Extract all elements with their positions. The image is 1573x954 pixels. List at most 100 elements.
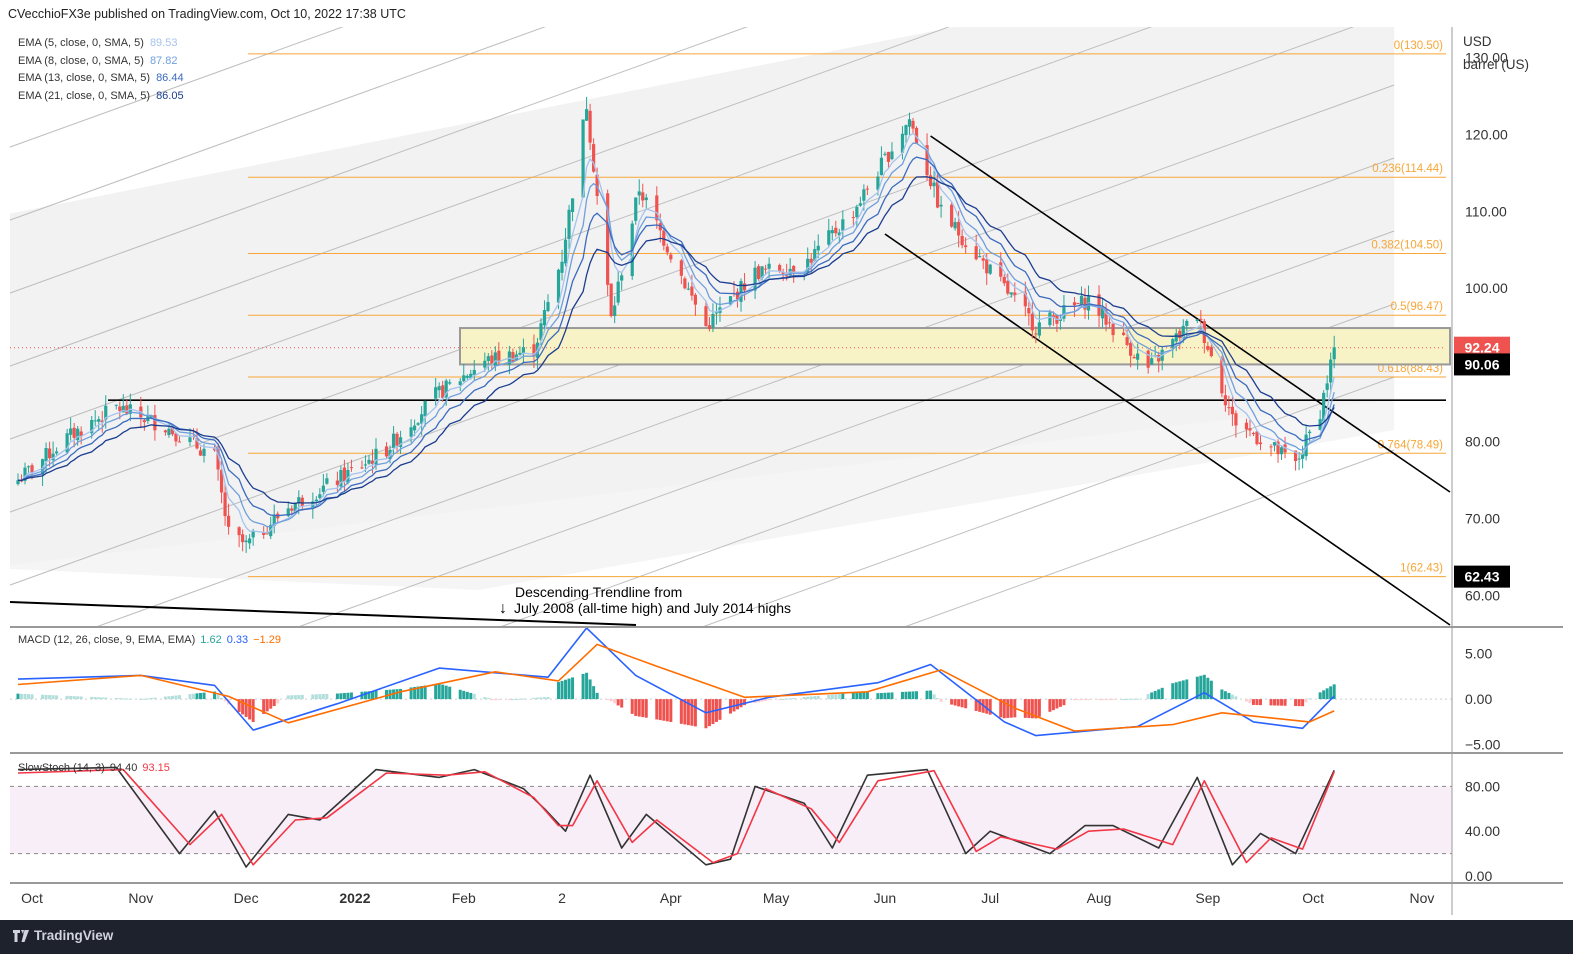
- price-tick-label: 120.00: [1465, 127, 1508, 143]
- macd-histogram-bar: [321, 694, 325, 700]
- macd-histogram-bar: [911, 691, 915, 700]
- candle: [1136, 353, 1140, 360]
- macd-line: [17, 628, 1335, 737]
- macd-signal-value: −1.29: [253, 634, 281, 646]
- macd-histogram-bar: [293, 695, 297, 700]
- candle: [760, 266, 764, 278]
- candle: [532, 344, 536, 357]
- candle: [251, 530, 255, 538]
- candle: [79, 431, 83, 436]
- macd-histogram-bar: [641, 699, 645, 718]
- macd-histogram-bar: [163, 696, 167, 700]
- candle: [65, 433, 69, 453]
- candle: [47, 448, 52, 459]
- candle: [865, 188, 869, 190]
- price-label-box: [1454, 336, 1510, 359]
- macd-histogram-bar: [146, 698, 150, 700]
- candle: [391, 433, 396, 448]
- time-tick-label: 2: [558, 890, 566, 906]
- candle: [855, 206, 859, 218]
- macd-histogram-bar: [1269, 699, 1273, 706]
- stoch-tick-label: 0.00: [1465, 868, 1492, 884]
- candle: [149, 415, 153, 419]
- candle: [644, 197, 648, 201]
- candle: [1122, 332, 1126, 335]
- candle: [581, 119, 585, 198]
- candle: [1181, 325, 1185, 339]
- macd-histogram-bar: [27, 694, 31, 700]
- candle: [735, 291, 740, 300]
- candle: [367, 459, 371, 464]
- candle: [756, 266, 761, 280]
- macd-histogram-bar: [413, 686, 417, 700]
- macd-histogram-bar: [251, 699, 255, 722]
- candle: [1030, 313, 1034, 331]
- time-tick-label: Dec: [234, 890, 259, 906]
- footer-brand[interactable]: TradingView: [34, 928, 114, 943]
- chart-canvas[interactable]: 0(130.50) 0.236(114.44) 0.382(104.50) 0.5(9…: [0, 0, 1573, 920]
- candle: [448, 382, 452, 384]
- macd-histogram-bar: [792, 698, 796, 700]
- macd-histogram-bar: [588, 679, 592, 700]
- macd-histogram-bar: [908, 691, 912, 700]
- macd-histogram-bar: [100, 697, 104, 700]
- macd-histogram-bar: [1244, 699, 1248, 702]
- down-arrow-icon: ↓: [499, 600, 507, 617]
- candle: [556, 269, 561, 303]
- candle: [900, 133, 905, 153]
- macd-histogram-bar: [739, 699, 743, 708]
- macd-histogram-bar: [851, 692, 855, 700]
- candle: [1107, 322, 1112, 324]
- candle: [1023, 292, 1027, 307]
- macd-histogram-bar: [767, 699, 771, 701]
- macd-histogram-bar: [149, 698, 153, 700]
- macd-histogram-bar: [220, 697, 224, 700]
- macd-histogram-bar: [44, 694, 48, 700]
- macd-histogram-bar: [1076, 699, 1080, 701]
- stoch-legend: SlowStoch (14, 3) 94.40 93.15: [18, 762, 170, 774]
- candle: [1171, 339, 1175, 349]
- candle: [349, 467, 354, 469]
- macd-histogram-bar: [1174, 682, 1178, 700]
- candle: [114, 404, 118, 406]
- candle: [767, 263, 771, 269]
- macd-histogram-bar: [69, 695, 73, 700]
- candle: [950, 204, 954, 227]
- candle: [1037, 322, 1041, 336]
- candle: [974, 246, 978, 260]
- macd-histogram-bar: [929, 690, 933, 700]
- macd-histogram-bar: [546, 696, 550, 700]
- stoch-d-line: [17, 768, 1335, 866]
- candle: [23, 467, 27, 481]
- stoch-k-line: [17, 766, 1335, 868]
- macd-histogram-bar: [1185, 679, 1189, 700]
- candle: [707, 325, 712, 329]
- candle: [665, 246, 669, 253]
- macd-histogram-bar: [51, 695, 55, 700]
- channel-lower-line: [884, 233, 1451, 626]
- macd-histogram-bar: [79, 696, 83, 700]
- macd-histogram-bar: [497, 699, 501, 701]
- ema-13-line: [17, 156, 1335, 517]
- macd-legend-label: MACD (12, 26, close, 9, EMA, EMA): [18, 634, 196, 646]
- candle: [363, 464, 368, 466]
- candle: [890, 151, 894, 160]
- macd-histogram-bar: [693, 699, 697, 727]
- candle: [985, 259, 989, 274]
- macd-histogram-bar: [1273, 699, 1277, 706]
- candle: [957, 221, 961, 236]
- macd-histogram-bar: [957, 699, 961, 707]
- macd-histogram-bar: [174, 695, 178, 700]
- candle: [763, 268, 768, 270]
- macd-histogram-bar: [462, 690, 466, 700]
- price-tick-label: 70.00: [1465, 510, 1500, 526]
- candle: [834, 227, 838, 234]
- tradingview-logo-icon[interactable]: [13, 930, 29, 942]
- candle: [1132, 357, 1136, 359]
- macd-histogram-bar: [346, 692, 350, 700]
- candle: [472, 369, 476, 375]
- macd-histogram-bar: [865, 691, 869, 700]
- candle: [465, 375, 469, 378]
- long-term-trendline: [10, 601, 637, 626]
- candle: [1322, 392, 1326, 422]
